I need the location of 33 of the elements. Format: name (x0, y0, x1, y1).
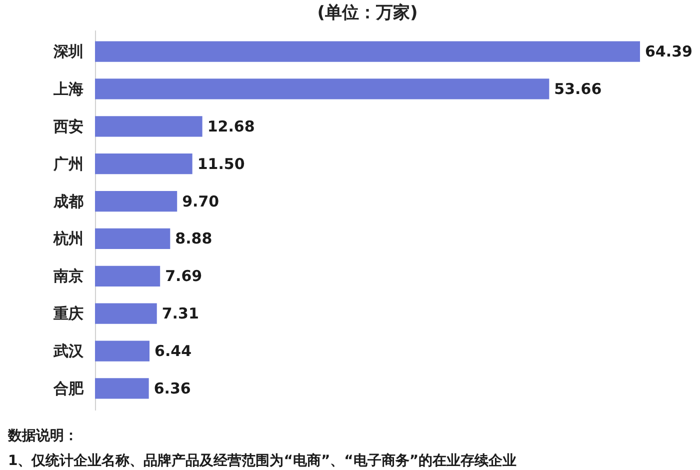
data-label: 8.88 (175, 230, 212, 248)
y-tick-label: 武汉 (52, 342, 84, 360)
data-label: 53.66 (554, 80, 602, 98)
bar (95, 190, 178, 212)
y-tick-label: 深圳 (52, 42, 84, 61)
y-tick-label: 广州 (52, 154, 84, 173)
y-tick-label: 南京 (52, 267, 84, 286)
data-label: 64.39 (645, 42, 692, 61)
data-label: 7.69 (165, 267, 202, 286)
data-label: 6.36 (154, 379, 191, 398)
y-tick-label: 上海 (52, 80, 84, 98)
data-label: 12.68 (207, 117, 255, 136)
bar (95, 228, 170, 250)
y-tick-label: 合肥 (52, 379, 84, 398)
chart-title: (单位：万家) (317, 3, 418, 23)
data-label: 7.31 (162, 304, 199, 323)
data-label: 9.70 (182, 192, 220, 210)
bar (95, 116, 202, 137)
bar (95, 378, 149, 399)
bar (95, 266, 160, 286)
y-tick-label: 成都 (52, 192, 84, 210)
y-tick-label: 重庆 (52, 304, 84, 323)
y-tick-label: 西安 (52, 117, 84, 136)
bar (95, 340, 150, 362)
data-label: 6.44 (154, 342, 192, 360)
data-label: 11.50 (197, 154, 245, 173)
y-tick-label: 杭州 (52, 230, 84, 248)
text: 1、仅统计企业名称、品牌产品及经营范围为“电商”、“电子商务”的在业存续企业 (8, 452, 517, 469)
text: 数据说明： (7, 428, 78, 444)
bar (95, 78, 550, 100)
bar (95, 41, 640, 62)
bar (95, 303, 157, 324)
bar (95, 154, 192, 174)
